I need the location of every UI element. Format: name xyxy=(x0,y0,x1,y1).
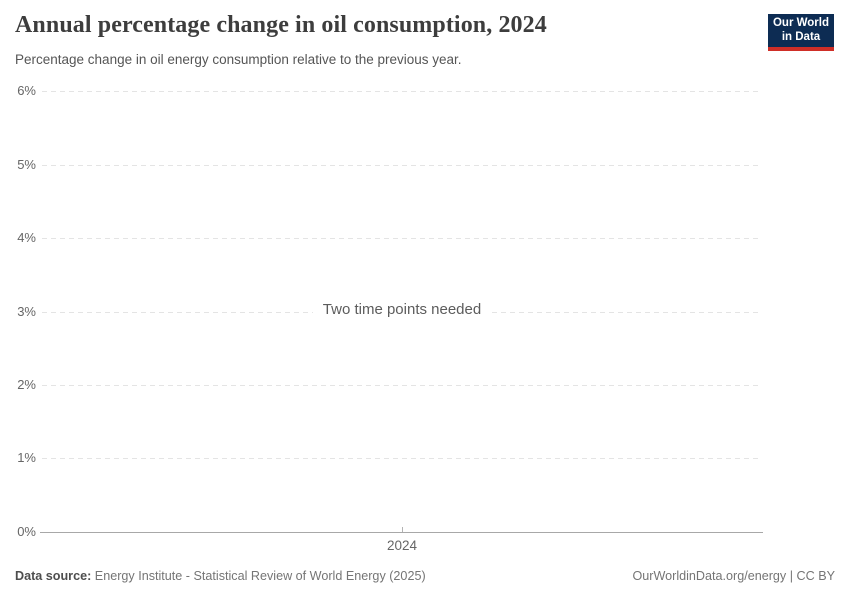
data-source: Data source: Energy Institute - Statisti… xyxy=(15,569,426,583)
gridline xyxy=(42,458,762,459)
owid-logo-line2: in Data xyxy=(781,30,821,43)
owid-logo: Our World in Data xyxy=(768,14,834,51)
y-axis-tick-label: 3% xyxy=(17,304,36,319)
y-axis-tick-label: 2% xyxy=(17,377,36,392)
footer: Data source: Energy Institute - Statisti… xyxy=(15,569,835,583)
empty-state-message-text: Two time points needed xyxy=(312,301,492,318)
y-axis-tick-label: 0% xyxy=(17,524,36,539)
y-axis-tick-label: 6% xyxy=(17,83,36,98)
data-source-label: Data source: xyxy=(15,569,92,583)
y-axis-tick-label: 1% xyxy=(17,450,36,465)
y-axis-tick-label: 4% xyxy=(17,230,36,245)
page-title: Annual percentage change in oil consumpt… xyxy=(15,12,547,38)
chart-subtitle: Percentage change in oil energy consumpt… xyxy=(15,52,462,67)
gridline xyxy=(42,238,762,239)
attribution: OurWorldinData.org/energy | CC BY xyxy=(632,569,835,583)
x-axis-tick-label: 2024 xyxy=(386,538,418,553)
gridline xyxy=(42,91,762,92)
gridline xyxy=(42,165,762,166)
y-axis-tick-label: 5% xyxy=(17,157,36,172)
data-source-value: Energy Institute - Statistical Review of… xyxy=(94,569,426,583)
x-axis-line xyxy=(40,532,763,533)
x-axis-tick-mark xyxy=(402,527,403,532)
empty-state-message: Two time points needed xyxy=(42,301,762,318)
owid-logo-line1: Our World xyxy=(772,17,829,29)
gridline xyxy=(42,385,762,386)
